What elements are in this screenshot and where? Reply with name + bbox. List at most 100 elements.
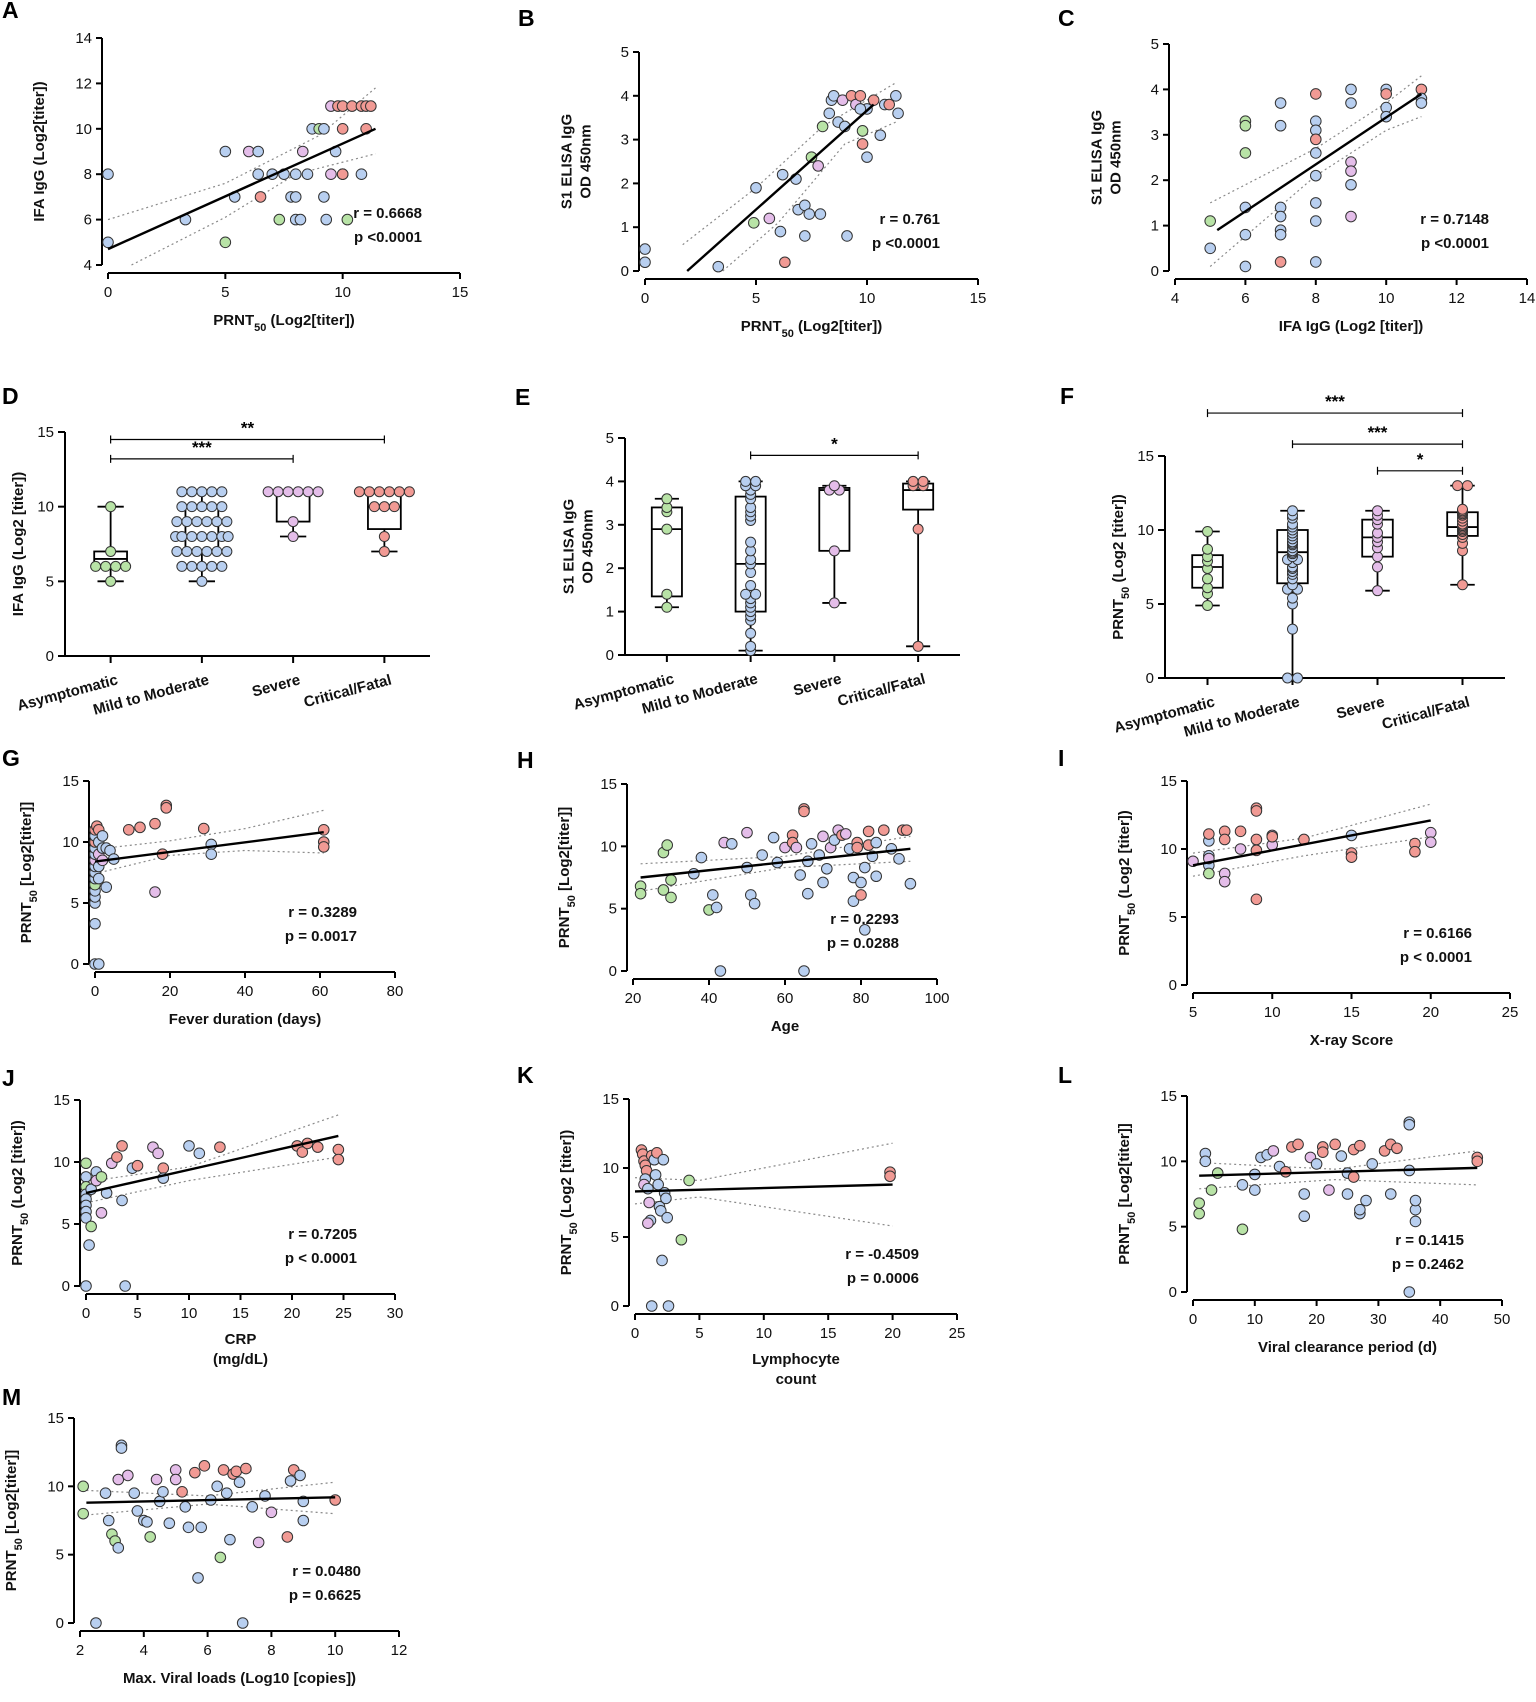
panel-label-A: A	[2, 0, 19, 23]
data-point-L	[1335, 1150, 1348, 1162]
data-point-B	[805, 151, 818, 163]
y-axis-title-E-1: OD 450nm	[580, 509, 597, 583]
r-value-A: r = 0.6668	[353, 205, 422, 222]
y-tick-label-C: 1	[1151, 218, 1159, 235]
data-point-E	[661, 601, 673, 613]
x-tick-label-A: 15	[452, 284, 469, 301]
data-point-H	[904, 877, 917, 890]
data-point-A	[318, 191, 330, 203]
data-point-C	[1310, 88, 1322, 100]
data-point-A	[341, 213, 354, 226]
significance-label-D: ***	[192, 438, 212, 457]
data-point-D	[282, 486, 294, 498]
data-point-D	[287, 516, 299, 528]
y-tick-label-F: 5	[1146, 596, 1154, 613]
panel-B: B 0 1 2 3 4 5 0 5 10 15 PRNT50 (Log2[titer]) S1 ELIS…	[518, 5, 986, 340]
data-point-H	[798, 965, 810, 977]
data-point-C	[1310, 215, 1322, 227]
x-tick-label-J: 0	[82, 1305, 90, 1322]
data-point-B	[814, 208, 827, 220]
y-tick-label-H: 0	[609, 963, 617, 980]
x-tick-label-A: 10	[334, 284, 351, 301]
y-tick-label-K: 5	[611, 1229, 619, 1246]
data-point-M	[99, 1487, 112, 1499]
data-point-D	[196, 531, 208, 543]
data-point-A	[301, 168, 314, 180]
data-point-H	[790, 841, 803, 854]
data-point-F	[1457, 579, 1468, 591]
y-tick-label-K: 15	[602, 1091, 619, 1108]
y-tick-label-A: 10	[75, 121, 92, 138]
data-point-L	[1310, 1158, 1323, 1170]
y-tick-label-B: 3	[621, 132, 629, 149]
data-point-E	[750, 475, 762, 487]
data-point-L	[1360, 1194, 1372, 1207]
ci-lower-G	[94, 849, 324, 875]
data-point-K	[645, 1300, 658, 1312]
data-point-B	[854, 103, 867, 115]
y-tick-label-G: 0	[71, 956, 79, 973]
data-point-I	[1218, 875, 1231, 888]
data-point-F	[1287, 592, 1298, 604]
y-tick-label-B: 0	[621, 263, 629, 280]
data-point-M	[176, 1486, 188, 1498]
p-value-G: p = 0.0017	[285, 928, 357, 945]
data-point-D	[176, 560, 188, 572]
data-point-L	[1249, 1184, 1261, 1196]
y-axis-title-E-0: S1 ELISA IgG	[561, 499, 578, 594]
data-point-B	[639, 243, 651, 255]
data-point-M	[112, 1542, 125, 1554]
y-tick-label-C: 5	[1151, 36, 1159, 53]
data-point-M	[214, 1551, 227, 1564]
data-point-J	[157, 1162, 170, 1174]
x-tick-label-L: 40	[1432, 1311, 1449, 1328]
x-tick-label-M: 8	[267, 1642, 275, 1659]
data-point-K	[884, 1170, 896, 1183]
data-point-C	[1204, 242, 1216, 255]
data-point-H	[862, 825, 875, 838]
y-tick-label-C: 4	[1151, 81, 1159, 98]
x-axis-title-G: Fever duration (days)	[169, 1011, 322, 1028]
x-tick-label-G: 80	[387, 983, 404, 1000]
y-tick-label-J: 5	[62, 1216, 70, 1233]
data-point-J	[83, 1239, 95, 1251]
panel-label-M: M	[2, 1384, 21, 1410]
data-point-M	[163, 1517, 176, 1530]
data-point-F	[1282, 672, 1293, 684]
data-point-F	[1287, 623, 1298, 635]
data-point-D	[211, 516, 223, 528]
x-axis-title-J-1: (mg/dL)	[213, 1351, 268, 1368]
data-point-L	[1403, 1118, 1416, 1131]
data-point-D	[176, 531, 188, 543]
data-point-F	[1372, 505, 1383, 517]
data-point-A	[102, 168, 114, 180]
data-point-L	[1298, 1188, 1311, 1200]
data-point-K	[643, 1196, 655, 1209]
data-point-E	[661, 588, 673, 600]
data-point-D	[206, 501, 218, 513]
x-tick-label-M: 4	[140, 1642, 148, 1659]
data-point-M	[141, 1516, 153, 1528]
data-point-J	[116, 1140, 128, 1152]
data-point-L	[1471, 1155, 1484, 1168]
data-point-J	[80, 1157, 92, 1170]
data-point-D	[100, 560, 112, 572]
data-point-M	[294, 1469, 306, 1482]
data-point-L	[1236, 1223, 1249, 1236]
x-tick-label-K: 10	[755, 1325, 772, 1342]
y-tick-label-A: 8	[84, 166, 92, 183]
x-tick-label-A: 5	[221, 284, 229, 301]
panel-label-C: C	[1058, 5, 1075, 31]
data-point-M	[284, 1475, 297, 1487]
x-tick-label-L: 50	[1494, 1311, 1511, 1328]
data-point-B	[841, 230, 853, 242]
data-point-K	[642, 1217, 654, 1229]
data-point-L	[1267, 1145, 1280, 1157]
x-tick-label-M: 12	[391, 1642, 408, 1659]
data-point-D	[206, 486, 218, 498]
regression-line-G	[94, 831, 324, 863]
data-point-J	[131, 1159, 144, 1172]
data-point-H	[870, 836, 883, 849]
data-point-G	[134, 821, 146, 834]
y-axis-title-B-1: OD 450nm	[578, 124, 595, 198]
